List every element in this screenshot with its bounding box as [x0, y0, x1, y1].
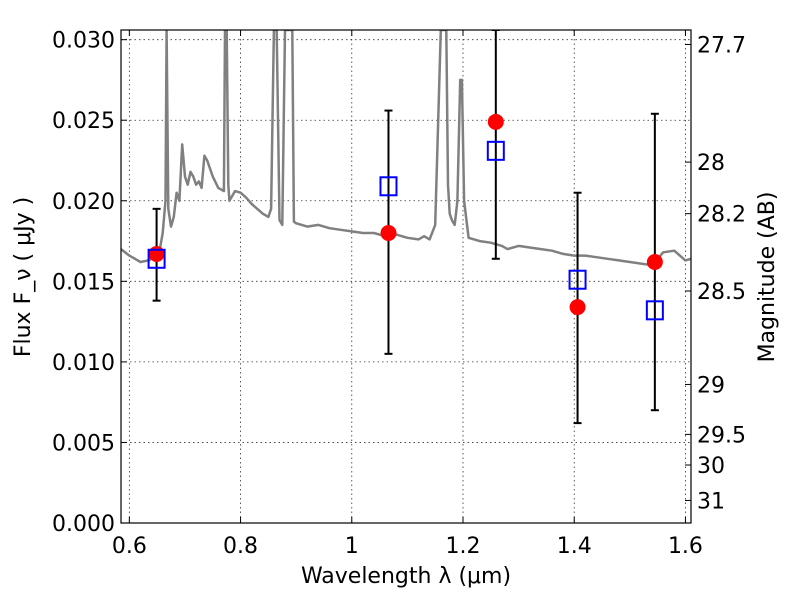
right-tick-label: 28 [697, 151, 725, 176]
x-tick-label: 0.6 [112, 534, 147, 559]
x-tick-label: 1.4 [557, 534, 592, 559]
right-tick-label: 28.5 [697, 280, 746, 305]
y-tick-label: 0.005 [52, 431, 115, 456]
x-tick-label: 1 [345, 534, 359, 559]
model-spectrum-line [121, 30, 691, 267]
observed-point [380, 225, 397, 241]
y-tick-label: 0.025 [52, 109, 115, 134]
y-tick-label: 0.015 [52, 270, 115, 295]
model-photometry-point [486, 140, 505, 161]
x-tick-label: 0.8 [223, 534, 258, 559]
right-axis-title: Magnitude (AB) [755, 192, 780, 363]
grid [121, 30, 691, 524]
y-tick-label: 0.030 [52, 29, 115, 54]
right-tick-label: 28.2 [697, 203, 746, 228]
model-photometry-point [379, 176, 398, 197]
y-tick-label: 0.010 [52, 351, 115, 376]
right-tick-label: 29.5 [697, 423, 746, 448]
observed-point [646, 254, 663, 270]
observed-point [148, 245, 165, 262]
right-tick-label: 29 [697, 373, 725, 398]
x-tick-label: 1.2 [446, 534, 481, 559]
model-photometry-point [645, 300, 664, 321]
model-photometry-point [568, 269, 587, 290]
right-tick-label: 30 [697, 454, 725, 479]
right-tick-label: 31 [697, 489, 725, 514]
plot-area [121, 30, 691, 425]
y-tick-label: 0.000 [52, 512, 115, 537]
y-axis-title: Flux F_ν ( μJy ) [11, 197, 36, 357]
model-photometry-point [147, 248, 166, 269]
plot-frame [120, 29, 692, 524]
right-tick-label: 27.7 [697, 34, 746, 59]
y-tick-label: 0.020 [52, 190, 115, 215]
observed-point [569, 299, 586, 316]
observed-point [487, 113, 504, 130]
axes: 0.6 0.8 1 1.2 1.4 1.6 0.000 0.005 0.010 0.015 0.02… [52, 29, 746, 559]
x-axis-title: Wavelength λ (μm) [301, 564, 511, 589]
x-tick-label: 1.6 [668, 534, 703, 559]
